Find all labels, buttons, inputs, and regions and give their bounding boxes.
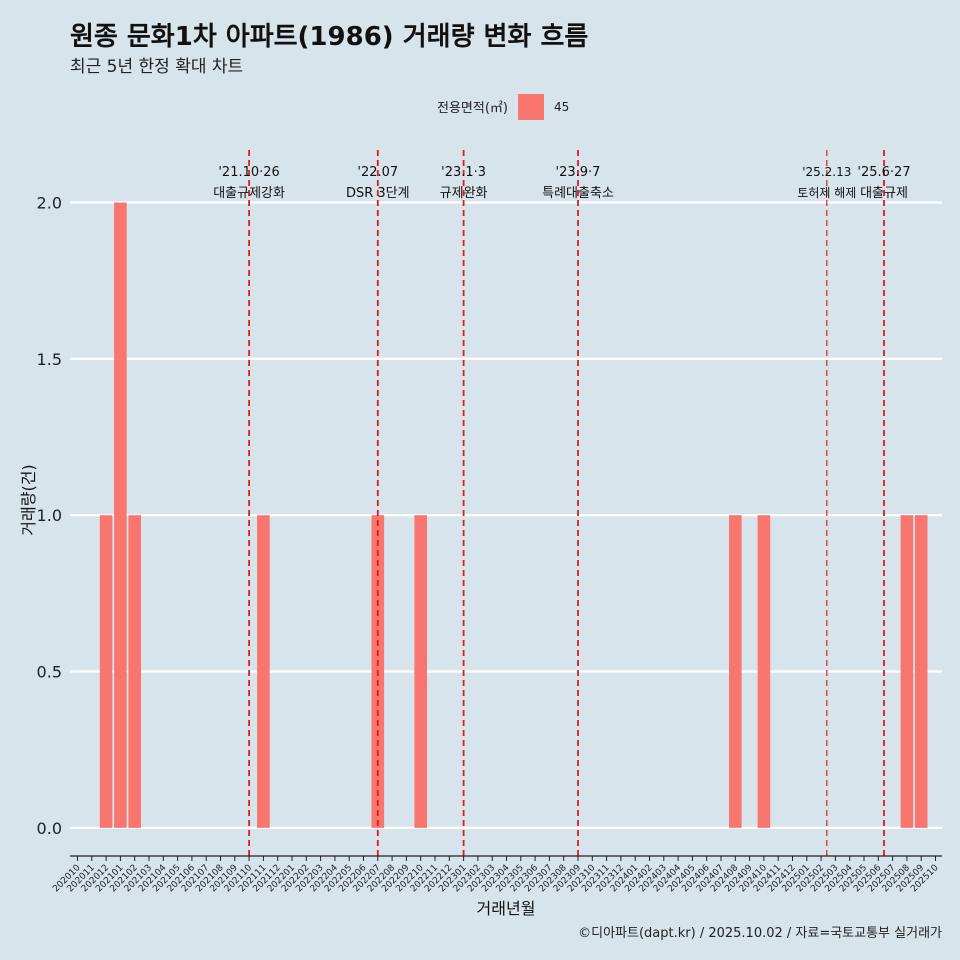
chart-subtitle: 최근 5년 한정 확대 차트 [70, 57, 244, 77]
event-date-label: '22.07 [357, 165, 398, 180]
bar [729, 515, 742, 828]
y-tick-label: 0.0 [37, 819, 62, 838]
event-date-label: '21.10·26 [218, 165, 279, 180]
y-tick-label: 1.5 [37, 350, 62, 369]
event-date-label: '23.1·3 [441, 165, 486, 180]
y-axis-title: 거래량(건) [19, 464, 38, 535]
bar [128, 515, 141, 828]
bar [99, 515, 113, 828]
chart-title: 원종 문화1차 아파트(1986) 거래량 변화 흐름 [70, 22, 589, 52]
bar [257, 515, 270, 828]
y-tick-label: 2.0 [37, 194, 62, 213]
y-tick-label: 0.5 [37, 663, 62, 682]
legend-title: 전용면적(㎡) [437, 101, 508, 116]
legend-label-45: 45 [553, 99, 570, 114]
event-text-label: 토허제 해제 [797, 186, 856, 200]
event-text-label: 규제완화 [440, 186, 488, 201]
event-date-label: '23.9·7 [556, 165, 601, 180]
event-date-label: '25.6·27 [857, 165, 910, 180]
event-text-label: 특례대출축소 [542, 186, 614, 201]
bar [914, 515, 928, 828]
bar [414, 515, 427, 828]
bar [900, 515, 914, 828]
bar [757, 515, 771, 828]
legend-swatch-45 [517, 93, 544, 120]
event-text-label: DSR 3단계 [346, 186, 410, 201]
legend: 전용면적(㎡) 45 [437, 93, 569, 120]
event-date-label: '25.2.13 [802, 165, 851, 179]
source-caption: ©디아파트(dapt.kr) / 2025.10.02 / 자료=국토교통부 실… [578, 926, 942, 941]
event-text-label: 대출규제 [860, 186, 908, 201]
y-tick-label: 1.0 [37, 506, 62, 525]
x-axis-title: 거래년월 [477, 899, 536, 918]
bar [114, 202, 127, 828]
event-text-label: 대출규제강화 [213, 186, 285, 201]
